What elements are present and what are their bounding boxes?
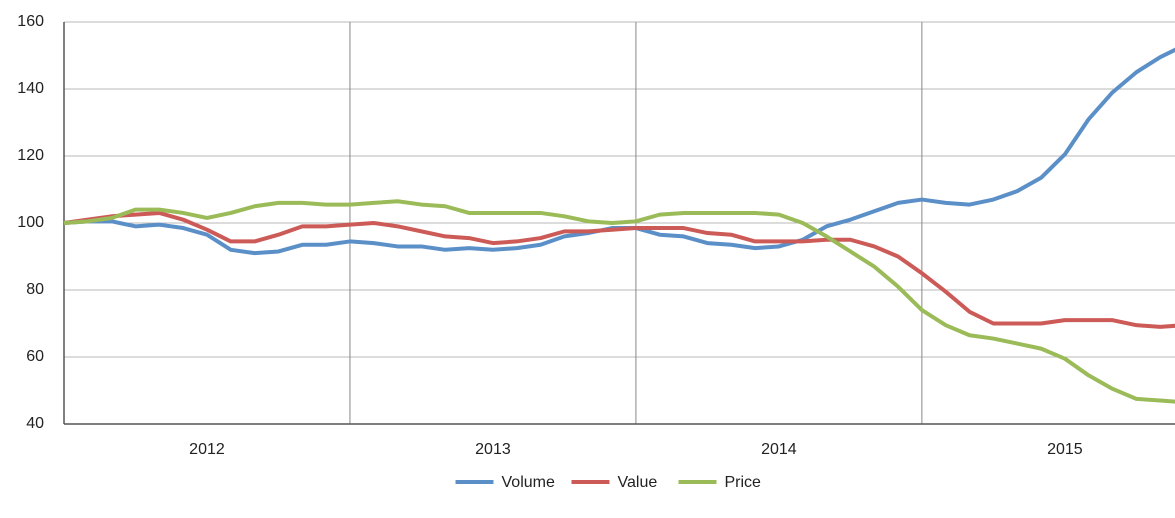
x-tick-label: 2015 [1047, 441, 1083, 458]
y-tick-label: 60 [26, 348, 44, 365]
series-line [63, 210, 1175, 329]
y-tick-label: 40 [26, 415, 44, 432]
y-tick-label: 140 [17, 80, 44, 97]
legend-label: Price [725, 474, 762, 491]
x-tick-label: 2012 [189, 441, 225, 458]
y-tick-label: 100 [17, 214, 44, 231]
y-tick-label: 80 [26, 281, 44, 298]
legend-label: Volume [502, 474, 555, 491]
plot: 40 60 80 100 120 140 160 2012 2013 2014 2015 [17, 13, 1175, 458]
y-tick-label: 160 [17, 13, 44, 30]
y-tick-label: 120 [17, 147, 44, 164]
legend-label: Value [618, 474, 658, 491]
series-line [63, 199, 1175, 404]
x-tick-label: 2014 [761, 441, 797, 458]
x-tick-label: 2013 [475, 441, 511, 458]
